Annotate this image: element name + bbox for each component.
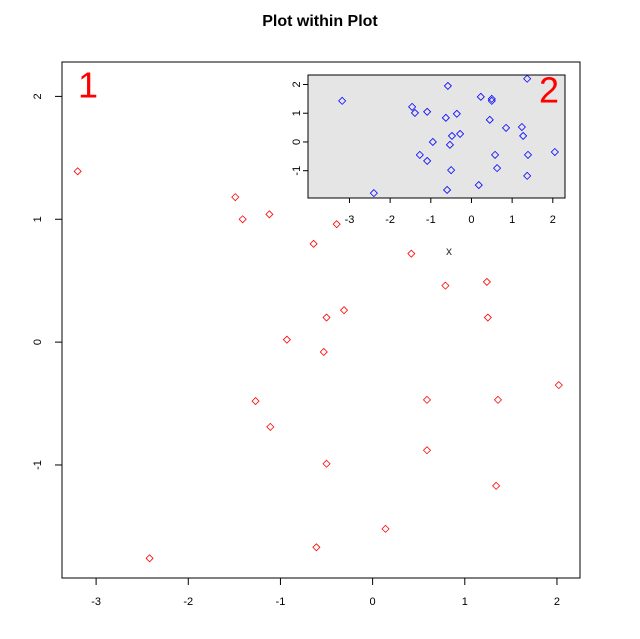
y-tick-label: 1: [291, 110, 303, 116]
x-tick-label: -3: [91, 596, 101, 608]
chart-title: Plot within Plot: [262, 13, 378, 30]
point: [487, 94, 496, 103]
point: [485, 115, 494, 124]
point: [445, 140, 454, 149]
point: [339, 306, 349, 315]
point: [265, 210, 274, 219]
y-tick-label: 1: [32, 216, 44, 222]
x-tick-label: -3: [345, 214, 355, 226]
x-tick-label: -2: [385, 214, 395, 226]
point: [492, 481, 501, 490]
point: [490, 150, 500, 159]
x-tick-label: 0: [468, 214, 474, 226]
point: [422, 446, 432, 455]
point: [312, 543, 321, 552]
point: [251, 397, 260, 406]
point: [422, 395, 432, 404]
point: [369, 189, 378, 198]
point: [407, 249, 416, 258]
point: [501, 123, 511, 132]
x-tick-label: 1: [462, 596, 468, 608]
point: [322, 459, 331, 468]
point: [238, 215, 247, 224]
point: [554, 381, 563, 390]
point: [493, 164, 502, 173]
point: [447, 131, 457, 140]
point: [441, 113, 450, 122]
point: [145, 554, 154, 563]
point: [410, 108, 420, 118]
point: [381, 524, 390, 533]
x-tick-label: -1: [276, 596, 286, 608]
point: [322, 313, 331, 322]
point: [476, 92, 485, 101]
x-tick-label: 0: [370, 596, 376, 608]
x-tick-label: 2: [554, 596, 560, 608]
point: [428, 137, 437, 147]
point: [493, 395, 503, 404]
point: [474, 181, 483, 190]
point: [443, 81, 452, 90]
point: [483, 313, 492, 322]
y-tick-label: -1: [32, 460, 44, 470]
point: [309, 239, 318, 248]
point: [443, 185, 452, 195]
x-tick-label: 1: [509, 214, 515, 226]
point: [523, 150, 533, 159]
point: [456, 129, 465, 138]
y-tick-label: 2: [32, 93, 44, 99]
plot-area: [307, 74, 566, 199]
point: [487, 96, 496, 105]
point: [73, 167, 82, 176]
x-axis-label: x: [446, 244, 452, 258]
point: [550, 147, 559, 157]
point: [447, 166, 456, 175]
point: [423, 107, 432, 116]
y-tick-label: -1: [291, 166, 303, 176]
point: [452, 109, 461, 118]
y-tick-label: 0: [32, 339, 44, 345]
point: [332, 220, 341, 229]
point: [441, 281, 450, 290]
point: [282, 335, 291, 344]
point: [415, 150, 424, 159]
point: [423, 156, 432, 165]
point: [319, 347, 328, 357]
annotation: 1: [78, 65, 98, 106]
x-tick-label: -2: [183, 596, 193, 608]
point: [517, 122, 526, 132]
y-tick-label: 2: [291, 81, 303, 87]
point: [482, 277, 491, 286]
y-tick-label: 0: [291, 139, 303, 145]
point: [523, 74, 532, 83]
x-tick-label: 2: [550, 214, 556, 226]
point: [338, 96, 347, 105]
annotation: 2: [539, 70, 559, 111]
x-tick-label: -1: [426, 214, 436, 226]
point: [519, 131, 528, 140]
point: [523, 171, 532, 180]
point: [408, 102, 417, 111]
point: [266, 422, 275, 431]
point: [231, 193, 240, 202]
